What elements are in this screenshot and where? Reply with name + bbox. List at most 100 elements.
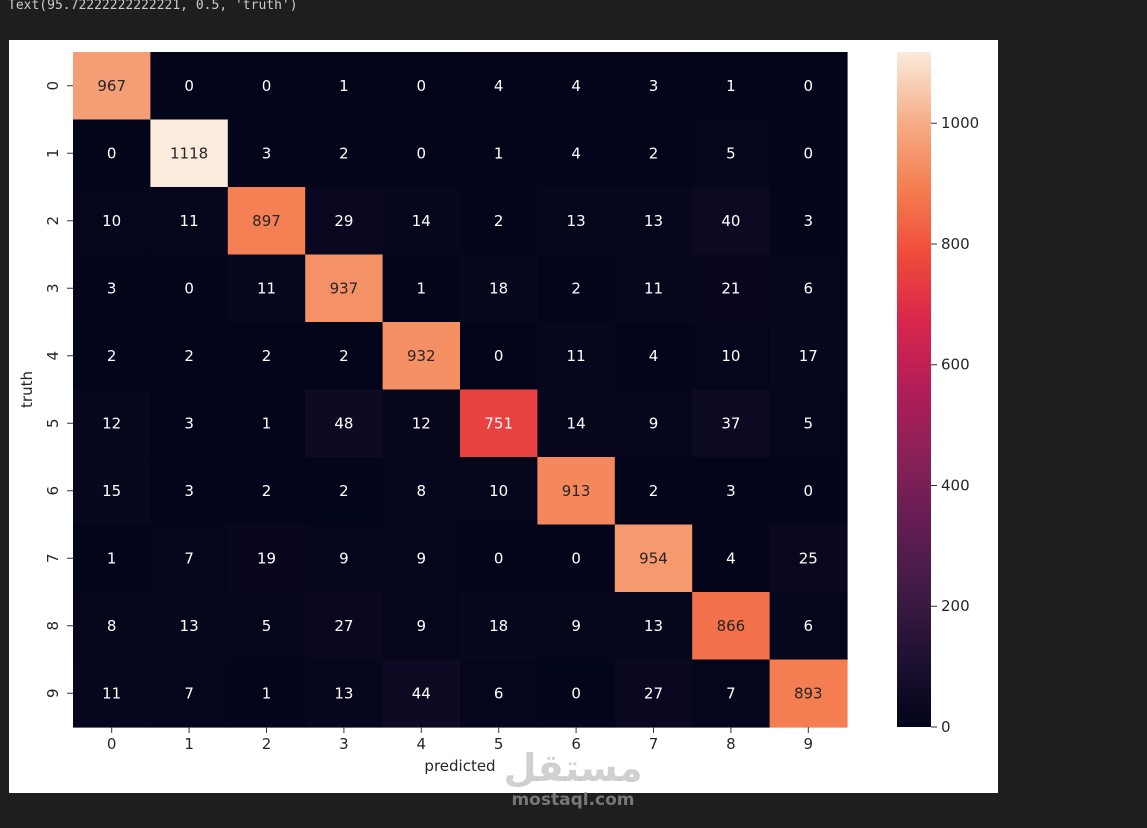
cell-value-label: 13	[334, 684, 353, 702]
cell-value-label: 2	[571, 279, 581, 297]
cell-value-label: 2	[107, 347, 117, 365]
cell-value-label: 3	[184, 414, 194, 432]
heatmap-cell	[692, 524, 771, 593]
y-tick-label: 1	[44, 148, 62, 158]
cell-value-label: 15	[102, 482, 121, 500]
heatmap-cell	[460, 592, 538, 661]
cell-value-label: 18	[489, 279, 508, 297]
cell-value-label: 1	[417, 279, 427, 297]
cell-value-label: 48	[334, 414, 353, 432]
cell-value-label: 4	[571, 144, 581, 162]
heatmap-cell	[769, 254, 848, 323]
heatmap-cell	[150, 52, 229, 121]
cell-value-label: 9	[339, 549, 349, 567]
heatmap-cell	[537, 524, 616, 593]
cell-value-label: 0	[571, 684, 581, 702]
heatmap-cell	[614, 659, 693, 728]
cell-value-label: 9	[649, 414, 659, 432]
heatmap-cell	[227, 389, 306, 458]
heatmap-cell	[769, 119, 848, 188]
cell-value-label: 0	[184, 77, 194, 95]
heatmap-cell	[537, 322, 616, 391]
y-tick-label: 0	[44, 81, 62, 91]
heatmap-cell	[460, 524, 538, 593]
x-tick-label: 7	[649, 735, 659, 753]
cell-value-label: 1	[262, 684, 272, 702]
heatmap-cell	[305, 389, 384, 458]
cell-value-label: 0	[494, 549, 504, 567]
heatmap-figure: 967 0 0 1 0 4 4 3 1 0 0 1118 3 2 0 1 4 2 5 0 10 11 897 29 14 2 13 1…	[9, 40, 998, 793]
cell-value-label: 17	[799, 347, 818, 365]
cell-value-label: 2	[649, 482, 659, 500]
cell-value-label: 27	[644, 684, 663, 702]
x-tick-label: 0	[107, 735, 117, 753]
cell-value-label: 11	[567, 347, 586, 365]
cell-value-label: 7	[184, 549, 194, 567]
heatmap-cell	[227, 524, 306, 593]
x-tick-label: 8	[726, 735, 736, 753]
heatmap-cell	[73, 592, 151, 661]
heatmap-cell	[537, 592, 616, 661]
heatmap-cell	[382, 254, 461, 323]
y-tick-label: 3	[44, 283, 62, 293]
heatmap-cell	[692, 322, 771, 391]
cell-value-label: 2	[494, 212, 504, 230]
cell-value-label: 11	[644, 279, 663, 297]
heatmap-cell	[614, 254, 693, 323]
heatmap-cell	[305, 659, 384, 728]
heatmap-cell	[692, 254, 771, 323]
heatmap-cell	[150, 254, 229, 323]
cell-value-label: 6	[494, 684, 504, 702]
cell-value-label: 8	[417, 482, 427, 500]
colorbar-tick-label: 0	[941, 718, 951, 736]
cell-value-label: 8	[107, 617, 117, 635]
heatmap-cell	[305, 119, 384, 188]
heatmap-cell	[73, 389, 151, 458]
cell-value-label: 1	[726, 77, 736, 95]
heatmap-cell	[460, 254, 538, 323]
heatmap-cell	[460, 52, 538, 121]
x-tick-label: 6	[571, 735, 581, 753]
cell-value-label: 10	[102, 212, 121, 230]
heatmap-cell	[614, 322, 693, 391]
cell-value-label: 5	[804, 414, 814, 432]
heatmap-cell	[769, 187, 848, 256]
y-tick-label: 4	[44, 351, 62, 361]
cell-value-label: 2	[262, 482, 272, 500]
cell-value-label: 37	[721, 414, 740, 432]
cell-value-label: 12	[412, 414, 431, 432]
cell-value-label: 0	[417, 77, 427, 95]
heatmap-cell	[305, 457, 384, 526]
heatmap-cell	[73, 322, 151, 391]
heatmap-cell	[150, 524, 229, 593]
heatmap-cell	[460, 322, 538, 391]
confusion-matrix-heatmap: 967 0 0 1 0 4 4 3 1 00 1118 3 2 0 1 4 2 5 010 11 897 29 14 2 13 1…	[18, 52, 979, 775]
heatmap-cell	[614, 187, 693, 256]
heatmap-cell	[692, 187, 771, 256]
heatmap-cell	[460, 119, 538, 188]
cell-value-label: 7	[184, 684, 194, 702]
heatmap-cell	[537, 254, 616, 323]
cell-value-label: 3	[804, 212, 814, 230]
colorbar-tick-label: 400	[941, 476, 970, 494]
cell-value-label: 954	[639, 549, 668, 567]
heatmap-cell	[382, 457, 461, 526]
cell-value-label: 10	[489, 482, 508, 500]
heatmap-cell	[227, 119, 306, 188]
cell-value-label: 0	[804, 144, 814, 162]
heatmap-cell	[73, 52, 151, 121]
cell-value-label: 29	[334, 212, 353, 230]
heatmap-cell	[537, 457, 616, 526]
heatmap-cell	[692, 119, 771, 188]
heatmap-cell	[769, 457, 848, 526]
heatmap-cell	[73, 119, 151, 188]
heatmap-cell	[382, 119, 461, 188]
cell-value-label: 27	[334, 617, 353, 635]
x-tick-label: 3	[339, 735, 349, 753]
x-tick-label: 2	[262, 735, 272, 753]
cell-value-label: 13	[567, 212, 586, 230]
cell-value-label: 0	[571, 549, 581, 567]
cell-value-label: 5	[262, 617, 272, 635]
heatmap-cell	[769, 52, 848, 121]
heatmap-cell	[769, 322, 848, 391]
